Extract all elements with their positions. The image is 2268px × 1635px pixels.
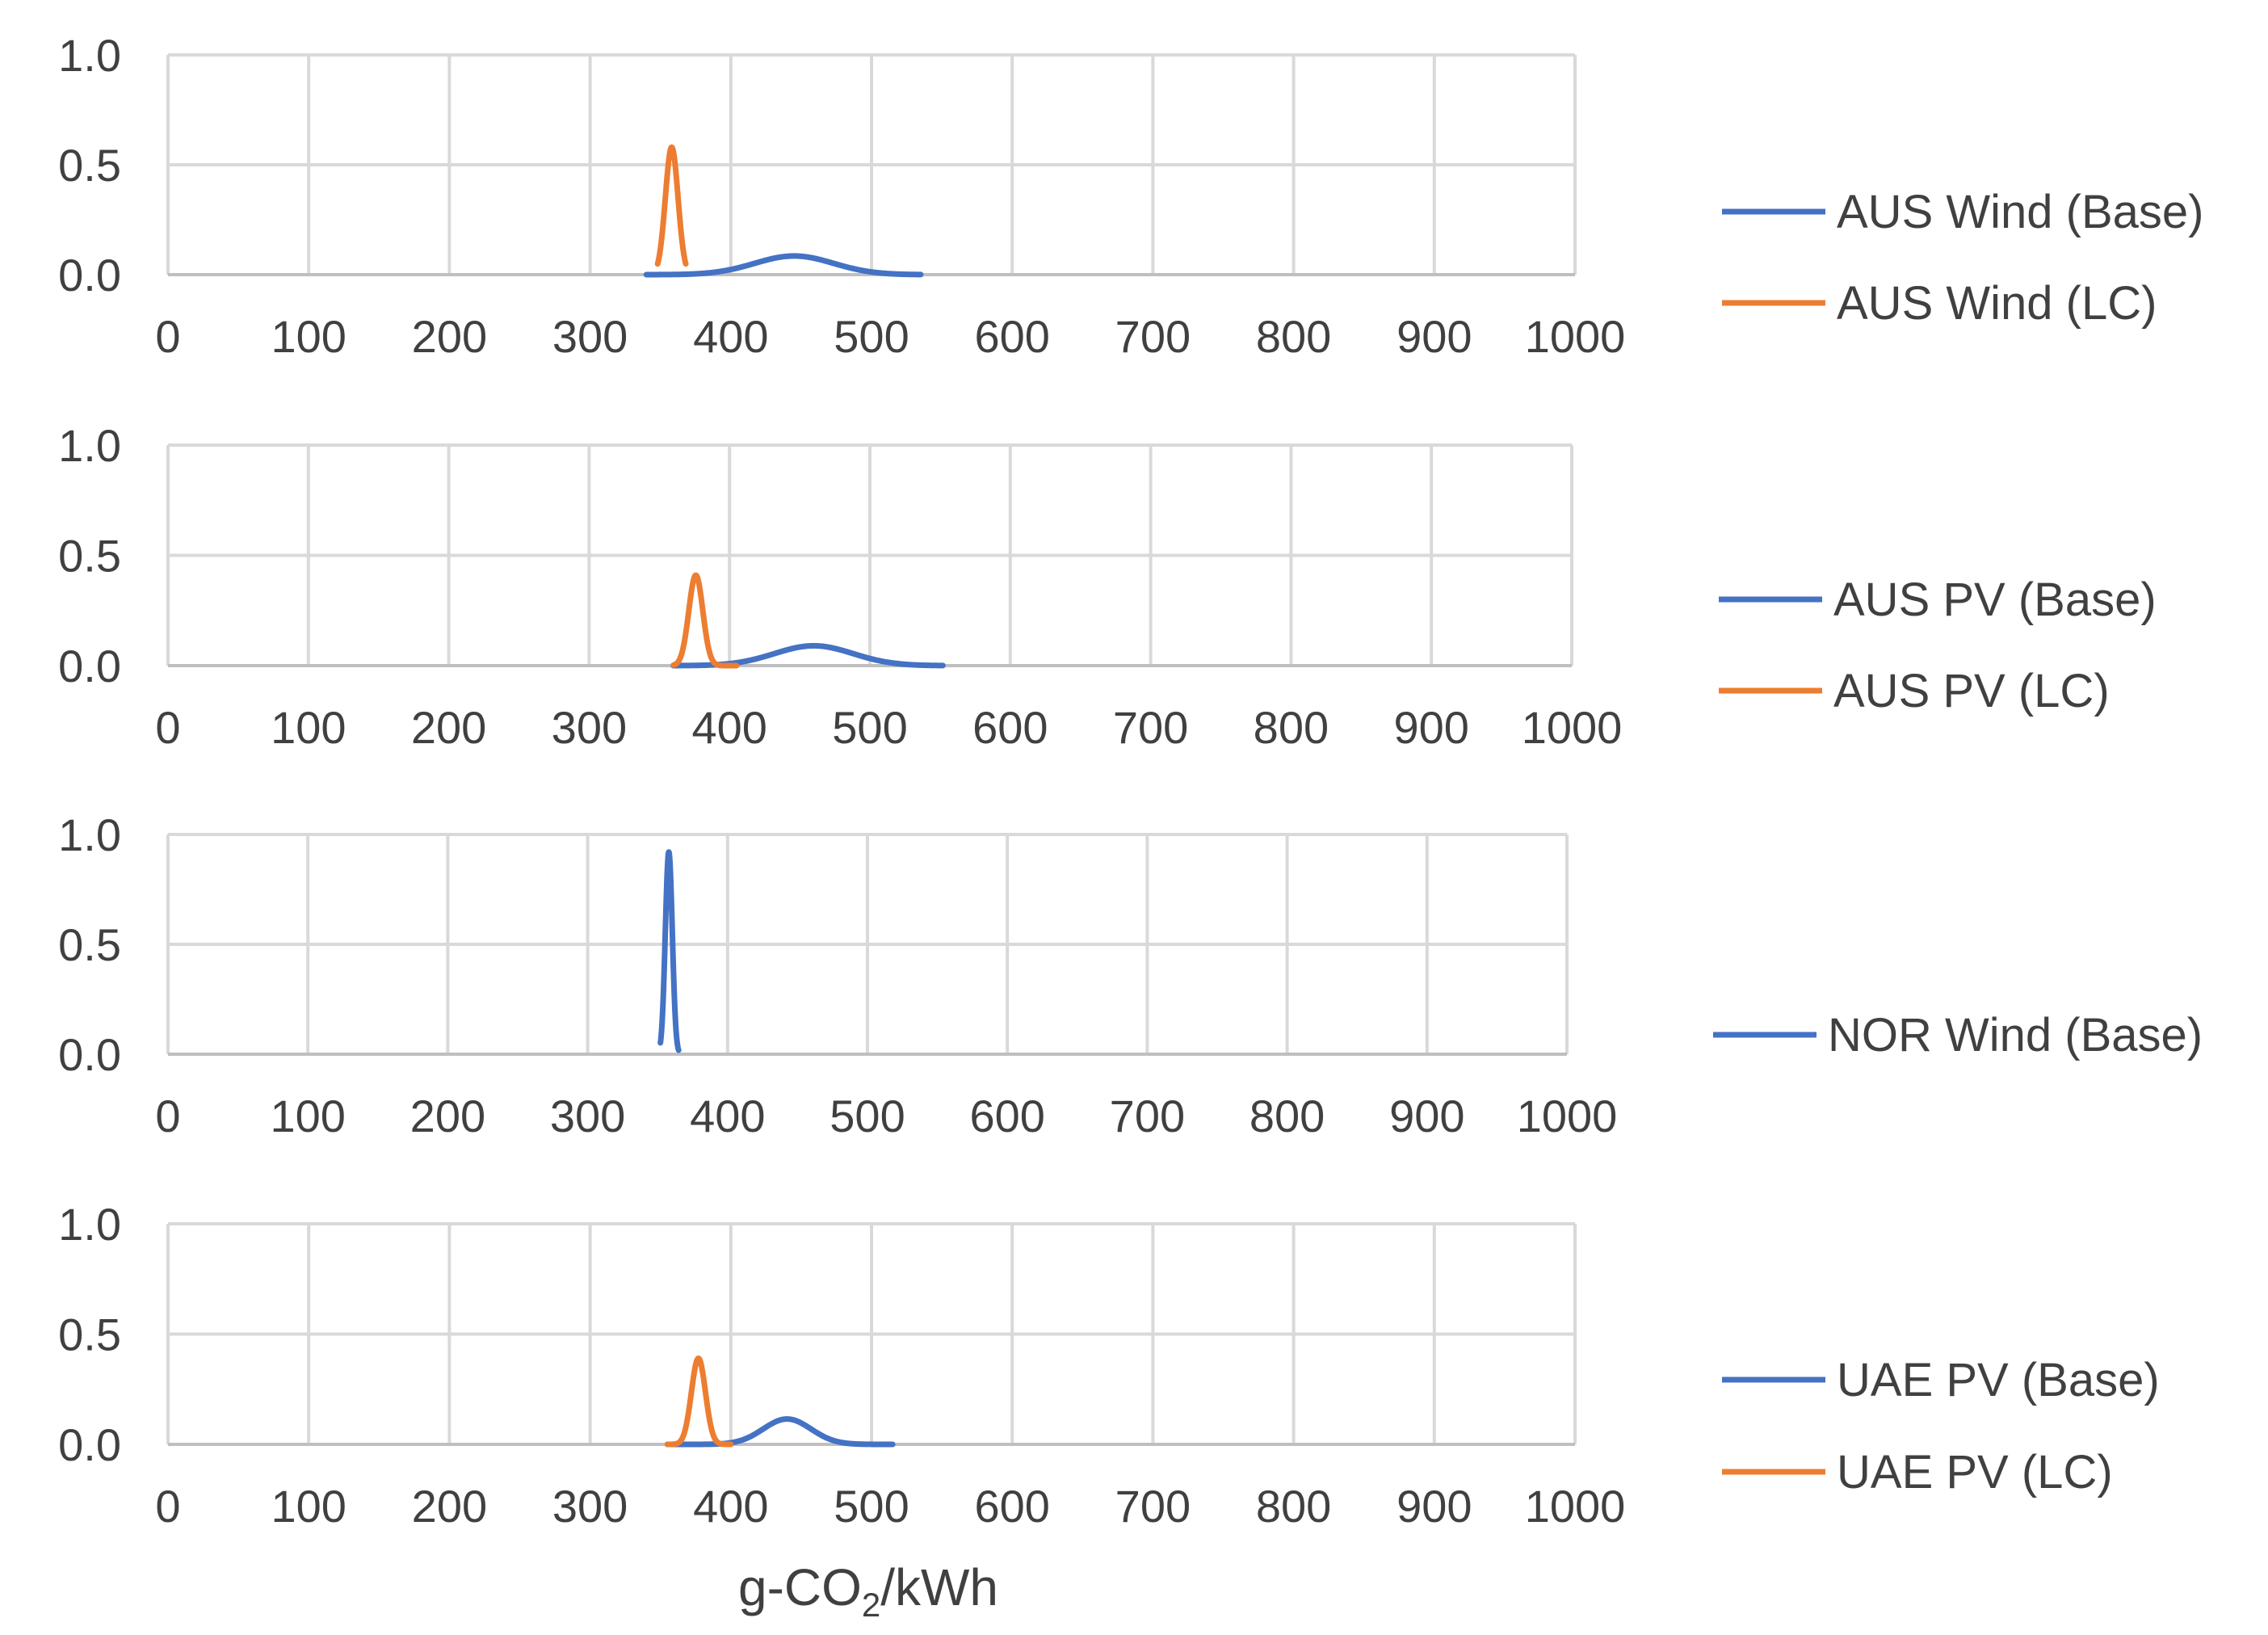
x-tick-label: 500 (832, 702, 907, 753)
legend-entry: AUS PV (Base) (1719, 574, 2157, 626)
x-tick-label: 900 (1396, 1481, 1472, 1532)
x-tick-label: 0 (155, 311, 180, 362)
x-tick-label: 500 (834, 1481, 909, 1532)
chart-panel-1: 0 100 200 300 400 500 600 700 800 900 1000 1.0 0.5 0.… (58, 30, 2203, 362)
x-tick-label: 300 (550, 1091, 625, 1141)
x-tick-label: 800 (1250, 1091, 1325, 1141)
x-tick-label: 400 (691, 702, 766, 753)
y-tick-label: 0.0 (58, 250, 121, 301)
legend-label: AUS PV (Base) (1833, 574, 2157, 626)
y-tick-label: 0.5 (58, 140, 121, 191)
series-line-uae-pv-lc (664, 1355, 734, 1448)
legend-label: UAE PV (LC) (1837, 1446, 2113, 1498)
legend-label: UAE PV (Base) (1837, 1354, 2160, 1406)
x-tick-label: 100 (271, 702, 346, 753)
x-tick-label: 200 (412, 311, 487, 362)
y-tick-label: 0.0 (58, 641, 121, 691)
x-axis-label-tail: /kWh (880, 1558, 998, 1616)
x-tick-label: 0 (155, 702, 180, 753)
x-tick-label: 1000 (1525, 311, 1626, 362)
y-tick-label: 0.5 (58, 531, 121, 582)
x-tick-label: 600 (972, 702, 1048, 753)
x-tick-label: 600 (974, 1481, 1049, 1532)
x-tick-label: 800 (1254, 702, 1329, 753)
x-tick-label: 700 (1115, 1481, 1191, 1532)
x-tick-label: 700 (1113, 702, 1188, 753)
x-tick-label: 1000 (1525, 1481, 1626, 1532)
series-line-aus-wind-lc (654, 144, 689, 267)
x-tick-label: 900 (1393, 702, 1468, 753)
legend-entry: AUS PV (LC) (1719, 665, 2110, 717)
x-tick-label: 800 (1256, 311, 1331, 362)
x-tick-label: 700 (1110, 1091, 1185, 1141)
x-tick-label: 300 (552, 702, 627, 753)
y-tick-label: 0.0 (58, 1419, 121, 1470)
legend-label: AUS Wind (LC) (1837, 277, 2157, 330)
y-tick-label: 0.5 (58, 1309, 121, 1360)
x-tick-label: 0 (155, 1481, 180, 1532)
chart-panel-2: 0 100 200 300 400 500 600 700 800 900 1000 1.0 0.5 0.… (58, 420, 2157, 753)
x-tick-label: 600 (969, 1091, 1044, 1141)
chart-panel-4: 0 100 200 300 400 500 600 700 800 900 1000 1.0 0.5 0.… (58, 1199, 2160, 1532)
x-tick-label: 300 (552, 311, 628, 362)
x-tick-label: 0 (155, 1091, 180, 1141)
y-tick-label: 1.0 (58, 30, 121, 81)
chart-panels: 0 100 200 300 400 500 600 700 800 900 10001.00.50.… (58, 30, 2203, 1532)
y-tick-label: 0.5 (58, 919, 121, 970)
series-line-nor-wind-base (657, 849, 682, 1053)
x-tick-label: 900 (1389, 1091, 1464, 1141)
x-tick-label: 400 (690, 1091, 765, 1141)
legend-label: NOR Wind (Base) (1828, 1009, 2203, 1061)
x-axis-label: g-CO2/kWh (738, 1558, 998, 1624)
x-tick-label: 600 (974, 311, 1049, 362)
legend-entry: UAE PV (LC) (1722, 1446, 2113, 1498)
x-axis-label-main: g-CO (738, 1558, 862, 1616)
x-tick-label: 400 (693, 1481, 768, 1532)
x-tick-label: 100 (271, 311, 346, 362)
series-line-aus-wind-base (643, 253, 924, 278)
x-tick-label: 800 (1256, 1481, 1331, 1532)
y-tick-label: 0.0 (58, 1029, 121, 1080)
x-tick-label: 200 (410, 1091, 485, 1141)
legend-entry: AUS Wind (LC) (1722, 277, 2157, 330)
y-tick-label: 1.0 (58, 1199, 121, 1250)
legend-entry: AUS Wind (Base) (1722, 186, 2203, 238)
legend-label: AUS Wind (Base) (1837, 186, 2203, 238)
x-axis-label-subscript: 2 (862, 1586, 880, 1624)
x-tick-label: 100 (271, 1481, 346, 1532)
x-tick-label: 1000 (1517, 1091, 1618, 1141)
y-tick-label: 1.0 (58, 420, 121, 471)
x-tick-label: 1000 (1522, 702, 1623, 753)
x-tick-label: 500 (834, 311, 909, 362)
legend-label: AUS PV (LC) (1833, 665, 2110, 717)
x-tick-label: 200 (412, 1481, 487, 1532)
legend-entry: UAE PV (Base) (1722, 1354, 2160, 1406)
series-line-uae-pv-base (664, 1416, 896, 1448)
x-tick-label: 100 (270, 1091, 345, 1141)
x-tick-label: 300 (552, 1481, 628, 1532)
x-tick-label: 900 (1396, 311, 1472, 362)
y-tick-label: 1.0 (58, 809, 121, 860)
x-tick-label: 500 (830, 1091, 905, 1141)
x-tick-label: 200 (411, 702, 486, 753)
series-line-aus-pv-lc (670, 572, 740, 669)
x-tick-label: 400 (693, 311, 768, 362)
chart-panel-3: 0 100 200 300 400 500 600 700 800 900 1000 1.0 0.5 0.… (58, 809, 2203, 1141)
legend-entry: NOR Wind (Base) (1713, 1009, 2203, 1061)
x-tick-label: 700 (1115, 311, 1191, 362)
